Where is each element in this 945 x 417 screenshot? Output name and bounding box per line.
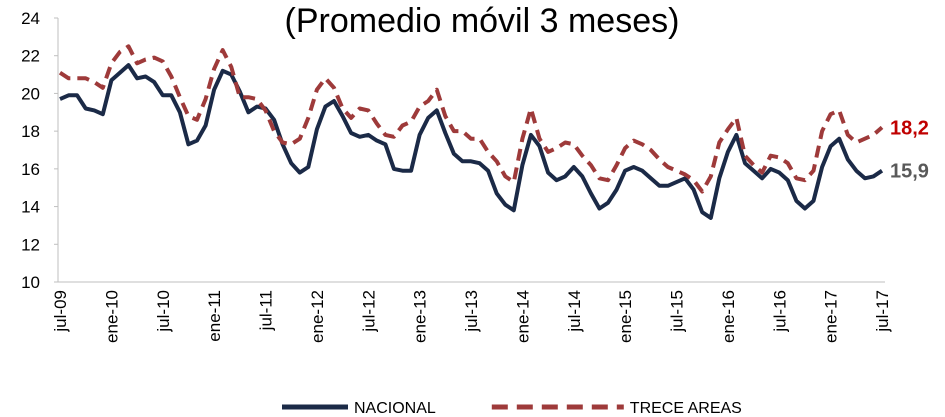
x-tick-label: jul-16 [770,290,789,333]
x-tick-label: ene-10 [102,290,121,343]
x-tick-label: ene-14 [513,290,532,343]
y-tick-label: 14 [21,198,40,217]
x-tick-label: jul-17 [873,290,892,333]
x-tick-label: ene-17 [822,290,841,343]
y-tick-label: 22 [21,47,40,66]
x-tick-label: ene-11 [205,290,224,342]
x-tick-label: ene-16 [719,290,738,343]
x-tick-label: jul-10 [154,290,173,333]
chart-title: (Promedio móvil 3 meses) [285,2,680,40]
line-series [59,63,884,220]
x-tick-label: jul-14 [565,290,584,333]
y-tick-label: 18 [21,122,40,141]
data-label: 18,2 [890,117,929,139]
x-tick-label: jul-11 [257,290,276,331]
data-label: 15,9 [890,161,929,183]
legend-label: TRECE AREAS [630,400,742,417]
y-tick-label: 12 [21,235,40,254]
y-tick-label: 16 [21,160,40,179]
legend-label: NACIONAL [354,400,436,417]
y-tick-label: 20 [21,84,40,103]
x-tick-label: jul-15 [668,290,687,333]
x-tick-label: ene-15 [616,290,635,343]
y-tick-label: 10 [21,273,40,292]
x-tick-label: jul-13 [462,290,481,333]
x-tick-label: jul-09 [51,290,70,333]
x-tick-label: ene-12 [308,290,327,343]
x-tick-label: ene-13 [411,290,430,343]
y-tick-label: 24 [21,9,40,28]
x-tick-label: jul-12 [359,290,378,333]
line-series [58,44,884,194]
